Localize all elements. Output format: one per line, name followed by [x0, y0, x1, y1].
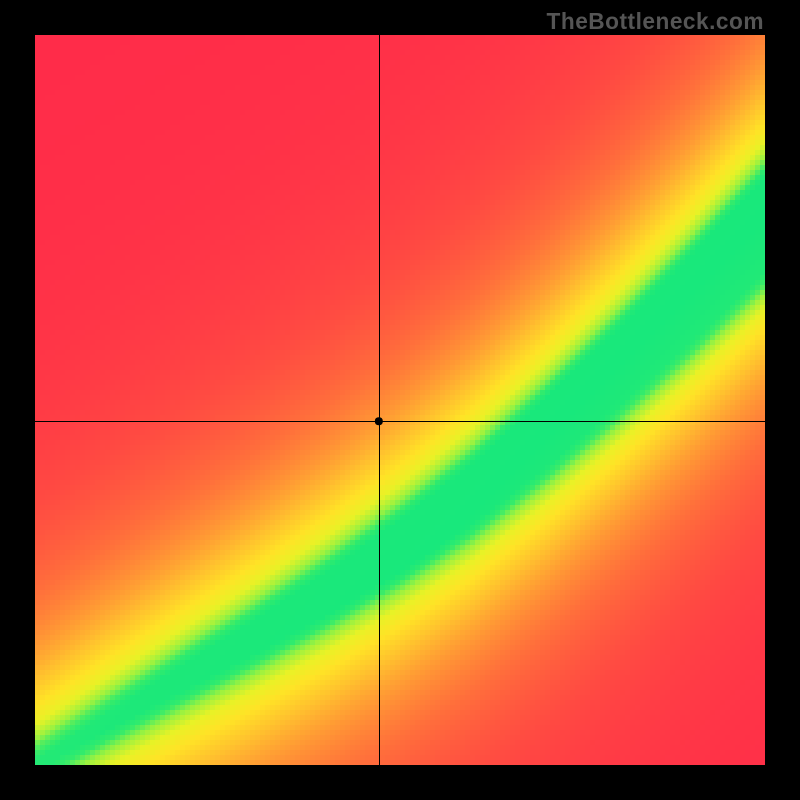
watermark-text: TheBottleneck.com — [547, 8, 764, 35]
chart-container: TheBottleneck.com — [0, 0, 800, 800]
bottleneck-heatmap — [35, 35, 765, 765]
